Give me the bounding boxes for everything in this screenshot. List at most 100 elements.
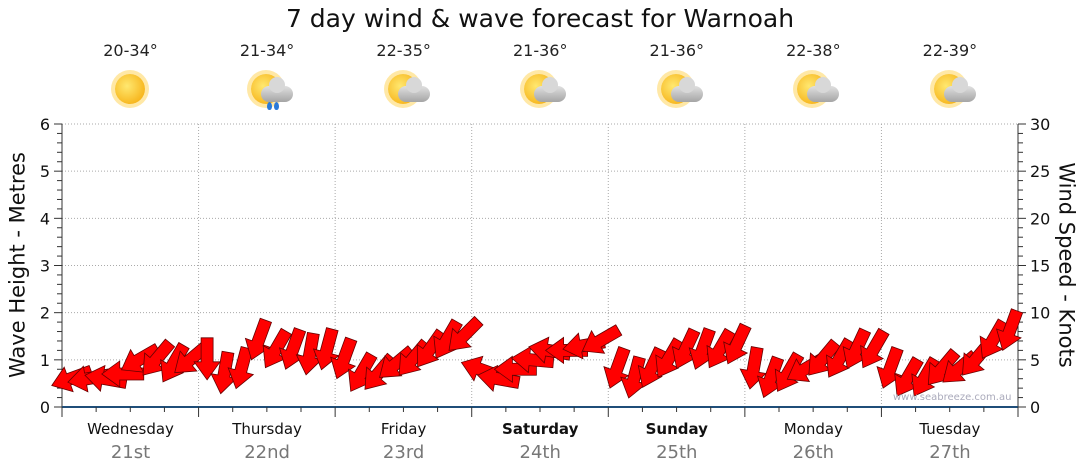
wind-arrow-shape xyxy=(348,351,378,392)
temperature-range: 20-34° xyxy=(103,41,158,60)
wind-arrow-shape xyxy=(433,318,463,359)
wind-arrow-shape xyxy=(493,355,537,384)
day-forecast: 20-34° xyxy=(62,42,199,114)
wind-arrow xyxy=(330,336,358,380)
temperature-range: 22-38° xyxy=(786,41,841,60)
wind-arrow xyxy=(510,345,555,374)
wind-arrow xyxy=(433,318,463,359)
cloud-icon xyxy=(397,77,430,102)
x-day-label: Sunday xyxy=(645,420,708,438)
wind-arrow-shape xyxy=(160,341,190,383)
x-date-label: 21st xyxy=(110,442,151,463)
sun-icon xyxy=(114,74,145,104)
x-day-label: Monday xyxy=(783,420,843,438)
temperature-range: 22-35° xyxy=(376,41,431,60)
wind-arrow-shape xyxy=(723,322,752,365)
wind-arrow-shape xyxy=(510,345,555,374)
weather-icon-partly-cloudy xyxy=(647,64,707,114)
chart-title: 7 day wind & wave forecast for Warnoah xyxy=(285,4,795,33)
temperature-range: 21-34° xyxy=(239,41,295,60)
x-date-label: 26th xyxy=(792,442,835,463)
day-forecast: 21-34° xyxy=(199,42,336,114)
wind-arrow-shape xyxy=(894,356,924,397)
cloud-icon xyxy=(670,77,703,102)
wind-arrow-shape xyxy=(142,338,176,376)
cloud-icon xyxy=(534,77,567,102)
wind-arrow-shape xyxy=(210,350,238,395)
weather-icon-partly-cloudy xyxy=(920,64,980,114)
y2-axis-label: Wind Speed - Knots xyxy=(1054,162,1079,368)
y-tick-label: 5 xyxy=(40,162,50,181)
day-forecast: 22-39° xyxy=(881,42,1018,114)
wind-arrow xyxy=(493,355,537,384)
x-day-label: Saturday xyxy=(502,420,579,438)
y2-tick-label: 30 xyxy=(1030,115,1050,134)
wind-arrow xyxy=(581,324,623,354)
y-tick-label: 4 xyxy=(40,209,50,228)
wind-arrow xyxy=(995,308,1024,351)
wind-arrow-shape xyxy=(193,337,221,381)
wind-arrow xyxy=(210,350,238,395)
x-date-label: 24th xyxy=(519,442,561,463)
y2-tick-label: 0 xyxy=(1030,398,1040,417)
wind-arrow xyxy=(262,327,293,369)
x-day-label: Tuesday xyxy=(919,420,981,438)
day-forecast: 22-38° xyxy=(745,42,882,114)
y-tick-label: 1 xyxy=(40,351,50,370)
wind-arrow xyxy=(448,315,484,351)
x-date-label: 27th xyxy=(929,442,971,463)
wind-arrow-shape xyxy=(927,347,961,386)
y2-tick-label: 5 xyxy=(1030,351,1040,370)
watermark: www.seabreeze.com.au xyxy=(893,392,1012,403)
weather-icon-sunny xyxy=(101,64,161,114)
y2-tick-label: 20 xyxy=(1030,209,1050,228)
cloud-icon xyxy=(807,77,840,102)
y2-tick-label: 25 xyxy=(1030,162,1050,181)
weather-icon-partly-cloudy xyxy=(783,64,843,114)
wind-arrow xyxy=(295,331,323,376)
cloud-icon xyxy=(943,77,976,102)
wind-arrow xyxy=(101,360,145,388)
wind-arrow-shape xyxy=(330,336,358,380)
wind-arrow xyxy=(860,327,890,369)
x-day-label: Thursday xyxy=(232,420,302,438)
wind-arrow xyxy=(160,341,190,383)
x-date-label: 23rd xyxy=(382,442,425,463)
weather-icon-partly-cloudy xyxy=(374,64,434,114)
y-tick-label: 2 xyxy=(40,304,50,323)
wind-arrow xyxy=(193,337,221,381)
y-tick-label: 0 xyxy=(40,398,50,417)
wind-arrow-shape xyxy=(295,331,323,376)
x-day-label: Wednesday xyxy=(87,420,174,438)
wind-arrow xyxy=(894,356,924,397)
y2-tick-label: 15 xyxy=(1030,257,1050,276)
wind-arrow xyxy=(348,351,378,392)
x-day-label: Friday xyxy=(380,420,427,438)
y-axis-label: Wave Height - Metres xyxy=(5,152,30,378)
wind-arrow xyxy=(142,338,176,376)
wind-arrow-shape xyxy=(101,360,145,388)
wind-arrow xyxy=(927,347,961,386)
temperature-range: 21-36° xyxy=(512,41,568,60)
temperature-range: 22-39° xyxy=(922,41,978,60)
day-forecast: 22-35° xyxy=(335,42,472,114)
wind-arrow-shape xyxy=(995,308,1024,351)
wind-arrow-shape xyxy=(581,324,623,354)
day-forecast: 21-36° xyxy=(608,42,745,114)
wind-arrow xyxy=(723,322,752,365)
rain-icon xyxy=(267,102,281,112)
wind-arrow-shape xyxy=(448,315,484,351)
day-forecast: 21-36° xyxy=(472,42,609,114)
x-date-label: 25th xyxy=(656,442,698,463)
x-date-label: 22nd xyxy=(244,442,290,463)
weather-icon-partly-cloudy xyxy=(510,64,570,114)
temperature-range: 21-36° xyxy=(649,41,705,60)
weather-icon-partly-cloudy-showers xyxy=(237,64,297,114)
y-tick-label: 3 xyxy=(40,257,50,276)
cloud-icon xyxy=(261,77,294,102)
y2-tick-label: 10 xyxy=(1030,304,1050,323)
wind-arrow-shape xyxy=(860,327,890,369)
wind-arrow-shape xyxy=(262,327,293,369)
